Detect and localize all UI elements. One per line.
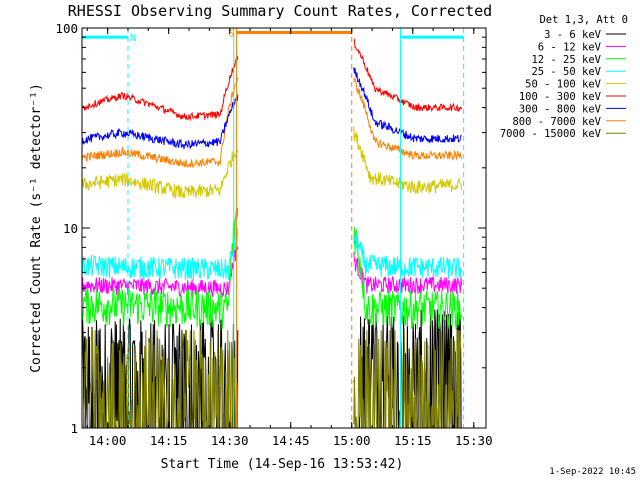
y-tick-label-1: 10 [63, 221, 78, 236]
y-tick-label-0: 1 [70, 421, 78, 436]
series-2-post-line [353, 252, 463, 295]
y-tick-label-2: 100 [55, 21, 78, 36]
series-7-pre-line [81, 94, 239, 150]
legend-label-3: 25 - 50 keV [531, 66, 601, 78]
legend-label-8: 7000 - 15000 keV [500, 128, 602, 140]
series-5-pre-line [81, 149, 239, 200]
series-4-post-line [353, 230, 463, 279]
series-7-post-line [353, 67, 462, 143]
x-axis: 14:00 14:15 14:30 14:45 15:00 15:15 15:30 [86, 28, 493, 448]
x-tick-label-2: 14:30 [211, 433, 249, 448]
x-tick-label-3: 14:45 [272, 433, 310, 448]
x-tick-label-6: 15:30 [455, 433, 493, 448]
x-axis-label: Start Time (14-Sep-16 13:53:42) [161, 457, 404, 472]
series-6-pre-line [81, 77, 239, 169]
flag-label-3: S [229, 28, 235, 39]
legend-label-4: 50 - 100 keV [525, 79, 602, 91]
series-5-post-line [353, 126, 463, 194]
series-8-pre-line [81, 55, 239, 122]
flag-label-1: N [130, 33, 136, 44]
legend-label-5: 100 - 300 keV [519, 91, 602, 103]
series-6-post-line [353, 77, 463, 161]
series-8-post-line [353, 38, 463, 112]
x-tick-label-1: 14:15 [150, 433, 188, 448]
legend-label-2: 12 - 25 keV [531, 54, 601, 66]
series-3-post-line [353, 227, 463, 330]
legend-label-6: 300 - 800 keV [519, 103, 602, 115]
y-axis-label: Corrected Count Rate (s⁻¹ detector⁻¹) [29, 83, 44, 373]
x-tick-label-5: 15:15 [394, 433, 432, 448]
x-tick-label-4: 15:00 [333, 433, 371, 448]
timestamp: 1-Sep-2022 10:45 [549, 467, 636, 477]
legend-label-0: 3 - 6 keV [544, 29, 602, 41]
series-2-pre-line [81, 246, 239, 298]
y-axis: 1 10 100 [55, 21, 486, 436]
legend-label-7: 800 - 7000 keV [512, 116, 601, 128]
x-tick-label-0: 14:00 [89, 433, 127, 448]
legend-label-1: 6 - 12 keV [538, 41, 602, 53]
series-3-pre-line [81, 207, 239, 329]
series-4-pre-line [81, 228, 239, 281]
legend-header: Det 1,3, Att 0 [539, 14, 628, 26]
chart-title: RHESSI Observing Summary Count Rates, Co… [68, 2, 492, 20]
